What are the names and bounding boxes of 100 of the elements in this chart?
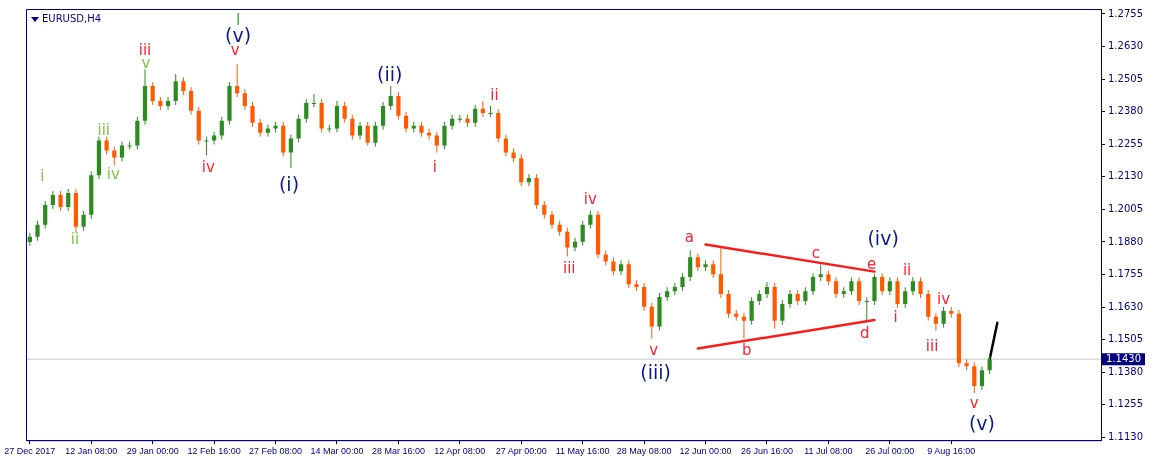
- candlestick: [242, 88, 247, 111]
- candlestick: [58, 190, 63, 212]
- candlestick: [219, 116, 224, 141]
- x-tick-label: 9 Aug 16:00: [927, 446, 976, 457]
- candlestick: [903, 286, 908, 309]
- x-tick-label: 26 Jul 00:00: [865, 446, 915, 457]
- y-tick-label: 1.2505: [1108, 72, 1143, 84]
- y-tick-label: 1.2005: [1108, 202, 1143, 214]
- candlestick: [642, 282, 647, 312]
- annotation: c: [811, 244, 821, 263]
- y-tick-label: 1.2380: [1108, 105, 1143, 117]
- annotation: iii: [97, 120, 110, 139]
- candlestick: [188, 86, 194, 116]
- candlestick: [780, 299, 785, 326]
- candlestick: [365, 121, 370, 147]
- annotation: ii: [902, 260, 912, 279]
- candlestick: [618, 259, 624, 276]
- candlestick: [380, 101, 386, 131]
- annotation: i: [40, 167, 45, 186]
- annotation: (ii): [377, 63, 403, 86]
- x-tick-label: 11 May 16:00: [555, 446, 610, 457]
- annotation: iii: [563, 259, 576, 277]
- candlestick: [112, 146, 117, 166]
- candlestick: [427, 128, 432, 141]
- candlestick: [833, 276, 839, 299]
- annotation: iv: [201, 158, 216, 177]
- candlestick: [388, 85, 393, 111]
- annotation: ii: [490, 85, 499, 104]
- annotation: a: [684, 228, 694, 247]
- candlestick: [649, 302, 654, 340]
- x-tick-label: 29 Jan 00:00: [126, 446, 179, 457]
- candlestick: [880, 272, 885, 296]
- x-tick-label: 11 Jul 08:00: [804, 446, 853, 457]
- annotation: v: [969, 394, 979, 413]
- candlestick: [35, 220, 40, 242]
- y-tick-label: 1.2755: [1108, 7, 1143, 19]
- candlestick: [81, 210, 86, 232]
- y-tick-label: 1.1880: [1108, 235, 1143, 247]
- candlestick: [173, 73, 178, 106]
- candlestick: [212, 131, 217, 145]
- candlestick: [764, 281, 770, 299]
- candlestick: [503, 134, 509, 157]
- candlestick: [565, 227, 570, 258]
- candlestick: [895, 276, 900, 309]
- x-tick-label: 27 Dec 2017: [4, 446, 56, 457]
- candlestick: [119, 141, 125, 162]
- x-tick-label: 12 Jun 00:00: [679, 446, 732, 457]
- candlestick: [165, 96, 171, 111]
- y-tick-label: 1.1630: [1108, 300, 1143, 312]
- annotation: (i): [278, 172, 300, 195]
- candlestick: [519, 153, 524, 187]
- candlestick: [941, 306, 946, 329]
- x-tick-label: 28 May 08:00: [616, 446, 672, 457]
- candlestick: [442, 121, 447, 150]
- annotation: iv: [106, 165, 120, 184]
- y-tick-label: 1.1505: [1108, 333, 1143, 345]
- candlestick: [311, 93, 317, 108]
- candlestick: [810, 272, 816, 296]
- candlestick: [987, 354, 992, 375]
- annotation: i: [432, 158, 437, 177]
- candlestick: [334, 100, 340, 133]
- candlestick: [403, 111, 409, 133]
- annotation: ii: [70, 230, 80, 249]
- x-tick-label: 27 Feb 08:00: [249, 446, 303, 457]
- y-tick-label: 1.1255: [1108, 398, 1143, 410]
- annotation: (iv): [867, 227, 899, 250]
- x-tick-label: 28 Mar 16:00: [371, 446, 425, 457]
- candlestick: [926, 289, 931, 322]
- candlestick: [296, 114, 301, 143]
- y-tick-label: 1.1755: [1108, 268, 1143, 280]
- candlestick: [688, 249, 693, 282]
- y-tick-label: 1.1380: [1108, 365, 1143, 377]
- x-tick-label: 26 Jun 16:00: [740, 446, 794, 457]
- candlestick: [933, 312, 939, 332]
- candlestick: [857, 276, 862, 306]
- annotation: (iii): [640, 360, 671, 383]
- annotation: i: [893, 308, 898, 327]
- annotation: iv: [583, 189, 598, 208]
- candlestick: [473, 104, 478, 128]
- x-tick-label: 27 Apr 00:00: [495, 446, 547, 457]
- annotation: iii: [925, 337, 939, 356]
- x-tick-label: 12 Apr 08:00: [434, 446, 486, 457]
- y-tick-label: 1.2630: [1108, 40, 1143, 52]
- candlestick: [718, 246, 724, 299]
- candlestick: [918, 276, 923, 299]
- annotation: I: [235, 10, 241, 29]
- candlestick: [204, 136, 209, 156]
- candlestick: [43, 200, 48, 230]
- annotation: iv: [937, 289, 951, 308]
- candlestick: [150, 81, 155, 106]
- candlestick: [304, 98, 309, 124]
- candlestick: [350, 114, 355, 141]
- candlestick: [250, 101, 255, 128]
- candlestick: [872, 273, 877, 306]
- candlestick: [626, 259, 631, 289]
- candlestick: [342, 101, 347, 124]
- y-tick-label: 1.2255: [1108, 137, 1143, 149]
- candlestick: [972, 361, 977, 394]
- candlestick: [864, 296, 869, 322]
- x-tick-label: 12 Jan 08:00: [65, 446, 118, 457]
